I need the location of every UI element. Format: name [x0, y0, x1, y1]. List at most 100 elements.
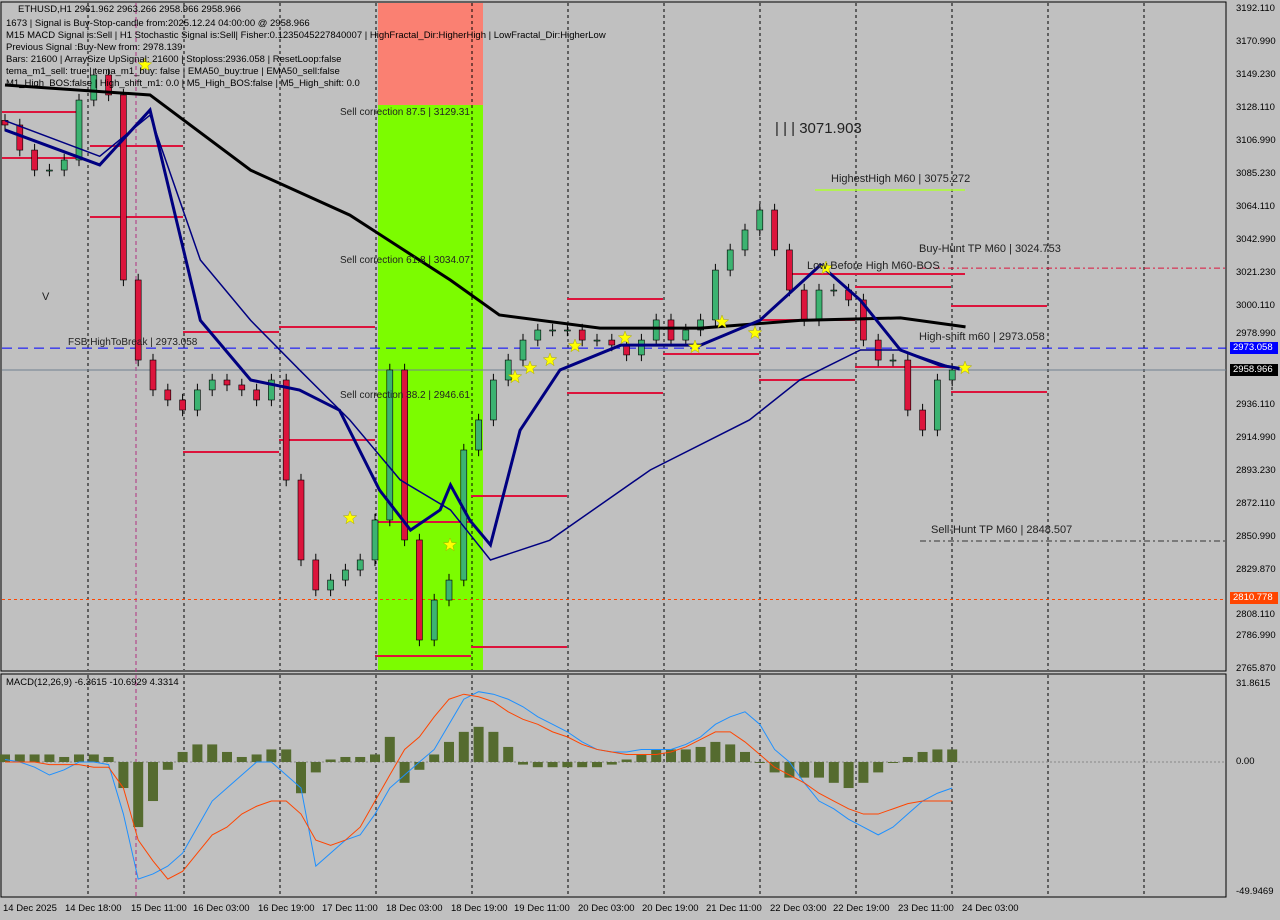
- macd-histogram-bar: [207, 744, 218, 762]
- candle: [223, 379, 231, 386]
- signal-line: [5, 693, 953, 880]
- time-axis-label: 17 Dec 11:00: [322, 903, 378, 914]
- candle: [578, 329, 586, 341]
- ma_mid-line: [4, 113, 960, 561]
- info-line-5: tema_m1_sell: true | tema_m1_buy: false …: [6, 66, 340, 77]
- info-line-4: Bars: 21600 | ArraySize UpSignal: 21600 …: [6, 54, 342, 65]
- candle: [149, 359, 157, 391]
- macd-histogram-bar: [429, 754, 440, 762]
- candle: [948, 369, 956, 381]
- info-line-6: M1_High_BOS:false | High_shift_m1: 0.0 |…: [6, 78, 360, 89]
- time-axis-label: 24 Dec 03:00: [962, 903, 1019, 914]
- price-axis-label: 3064.110: [1236, 201, 1275, 212]
- time-axis-label: 19 Dec 11:00: [514, 903, 570, 914]
- time-axis-label: 22 Dec 19:00: [833, 903, 890, 914]
- macd-histogram-bar: [14, 754, 25, 762]
- candle: [342, 569, 349, 581]
- macd-histogram-bar: [488, 731, 499, 762]
- sell-zone-top: [378, 3, 483, 105]
- macd-histogram-bar: [355, 756, 366, 762]
- macd-histogram-bar: [236, 756, 247, 762]
- candle: [741, 229, 749, 251]
- macd-histogram-bar: [621, 759, 632, 762]
- candle: [608, 339, 616, 346]
- time-axis-label: 21 Dec 11:00: [706, 903, 762, 914]
- candle: [164, 389, 172, 401]
- macd-histogram-bar: [325, 759, 336, 762]
- ma_fast-line: [4, 106, 960, 549]
- macd-histogram-bar: [917, 751, 928, 762]
- macd-histogram-bar: [562, 762, 573, 768]
- candle: [401, 369, 408, 541]
- macd-histogram-bar: [266, 749, 277, 762]
- macd-histogram-bar: [740, 751, 750, 762]
- candle: [46, 169, 53, 172]
- candle: [800, 289, 808, 321]
- macd-histogram-bar: [725, 744, 736, 762]
- candle: [564, 329, 571, 332]
- sell-correction-38-label: Sell correction 38.2 | 2946.61: [340, 390, 470, 401]
- macd-histogram-bar: [799, 762, 810, 778]
- price-axis-label: 2850.990: [1236, 531, 1276, 542]
- macd-histogram-bar: [370, 754, 380, 762]
- candle: [208, 379, 216, 391]
- macd-histogram-bar: [222, 751, 232, 762]
- macd-histogram-bar: [695, 746, 706, 762]
- orange-price-tag: 2810.778: [1230, 592, 1278, 604]
- macd-histogram-bar: [44, 754, 55, 762]
- time-axis-label: 14 Dec 18:00: [65, 903, 122, 914]
- macd-histogram-bar: [947, 749, 958, 762]
- price-axis-label: 3192.110: [1236, 3, 1275, 14]
- candle: [889, 359, 897, 362]
- candle: [504, 359, 512, 381]
- macd-histogram-bar: [606, 762, 617, 765]
- sell-hunt-label: Sell-Hunt TP M60 | 2848.507: [931, 524, 1073, 536]
- candle: [238, 384, 246, 391]
- candle: [282, 379, 290, 481]
- macd-histogram-bar: [814, 762, 824, 778]
- macd-line: [4, 691, 953, 880]
- macd-histogram-bar: [592, 762, 602, 768]
- sell-correction-zone: [378, 105, 483, 670]
- macd-histogram-bar: [296, 762, 306, 794]
- candle: [697, 319, 704, 331]
- candle: [786, 249, 793, 291]
- macd-title: MACD(12,26,9) -6.3615 -10.6929 4.3314: [6, 677, 179, 688]
- macd-histogram-bar: [858, 762, 869, 783]
- price-axis-label: 3170.990: [1236, 36, 1276, 47]
- candle: [534, 329, 542, 341]
- price-axis-label: 3128.110: [1236, 102, 1275, 113]
- price-axis-label: 2765.870: [1236, 663, 1276, 674]
- macd-histogram-bar: [577, 762, 588, 768]
- time-axis-label: 14 Dec 2025: [3, 903, 57, 914]
- macd-histogram-bar: [29, 754, 40, 762]
- macd-histogram-bar: [932, 749, 943, 762]
- signal-star: [818, 260, 834, 275]
- macd-histogram-bar: [118, 762, 129, 789]
- candle: [312, 559, 320, 591]
- macd-histogram-bar: [281, 749, 292, 762]
- macd-histogram-bar: [902, 756, 913, 762]
- level-3071-label: | | | 3071.903: [775, 120, 862, 137]
- candle: [179, 399, 186, 411]
- price-axis-label: 3000.110: [1236, 300, 1275, 311]
- signal-star: [747, 325, 763, 340]
- signal-star: [617, 330, 633, 345]
- signal-star: [137, 57, 153, 72]
- candle: [815, 289, 823, 321]
- last-price-tag: 2958.966: [1230, 364, 1278, 376]
- macd-histogram-bar: [680, 749, 691, 762]
- candle: [652, 319, 660, 341]
- signal-star: [442, 537, 458, 552]
- candle: [490, 379, 497, 421]
- macd-histogram-bar: [843, 762, 854, 789]
- candle: [934, 379, 941, 431]
- sell-correction-61-label: Sell correction 61.8 | 3034.07: [340, 255, 470, 266]
- candle: [371, 519, 379, 561]
- candle: [475, 419, 482, 451]
- macd-histogram-bar: [384, 736, 395, 762]
- candle: [830, 289, 838, 292]
- candle: [356, 559, 364, 571]
- macd-histogram-bar: [0, 754, 10, 762]
